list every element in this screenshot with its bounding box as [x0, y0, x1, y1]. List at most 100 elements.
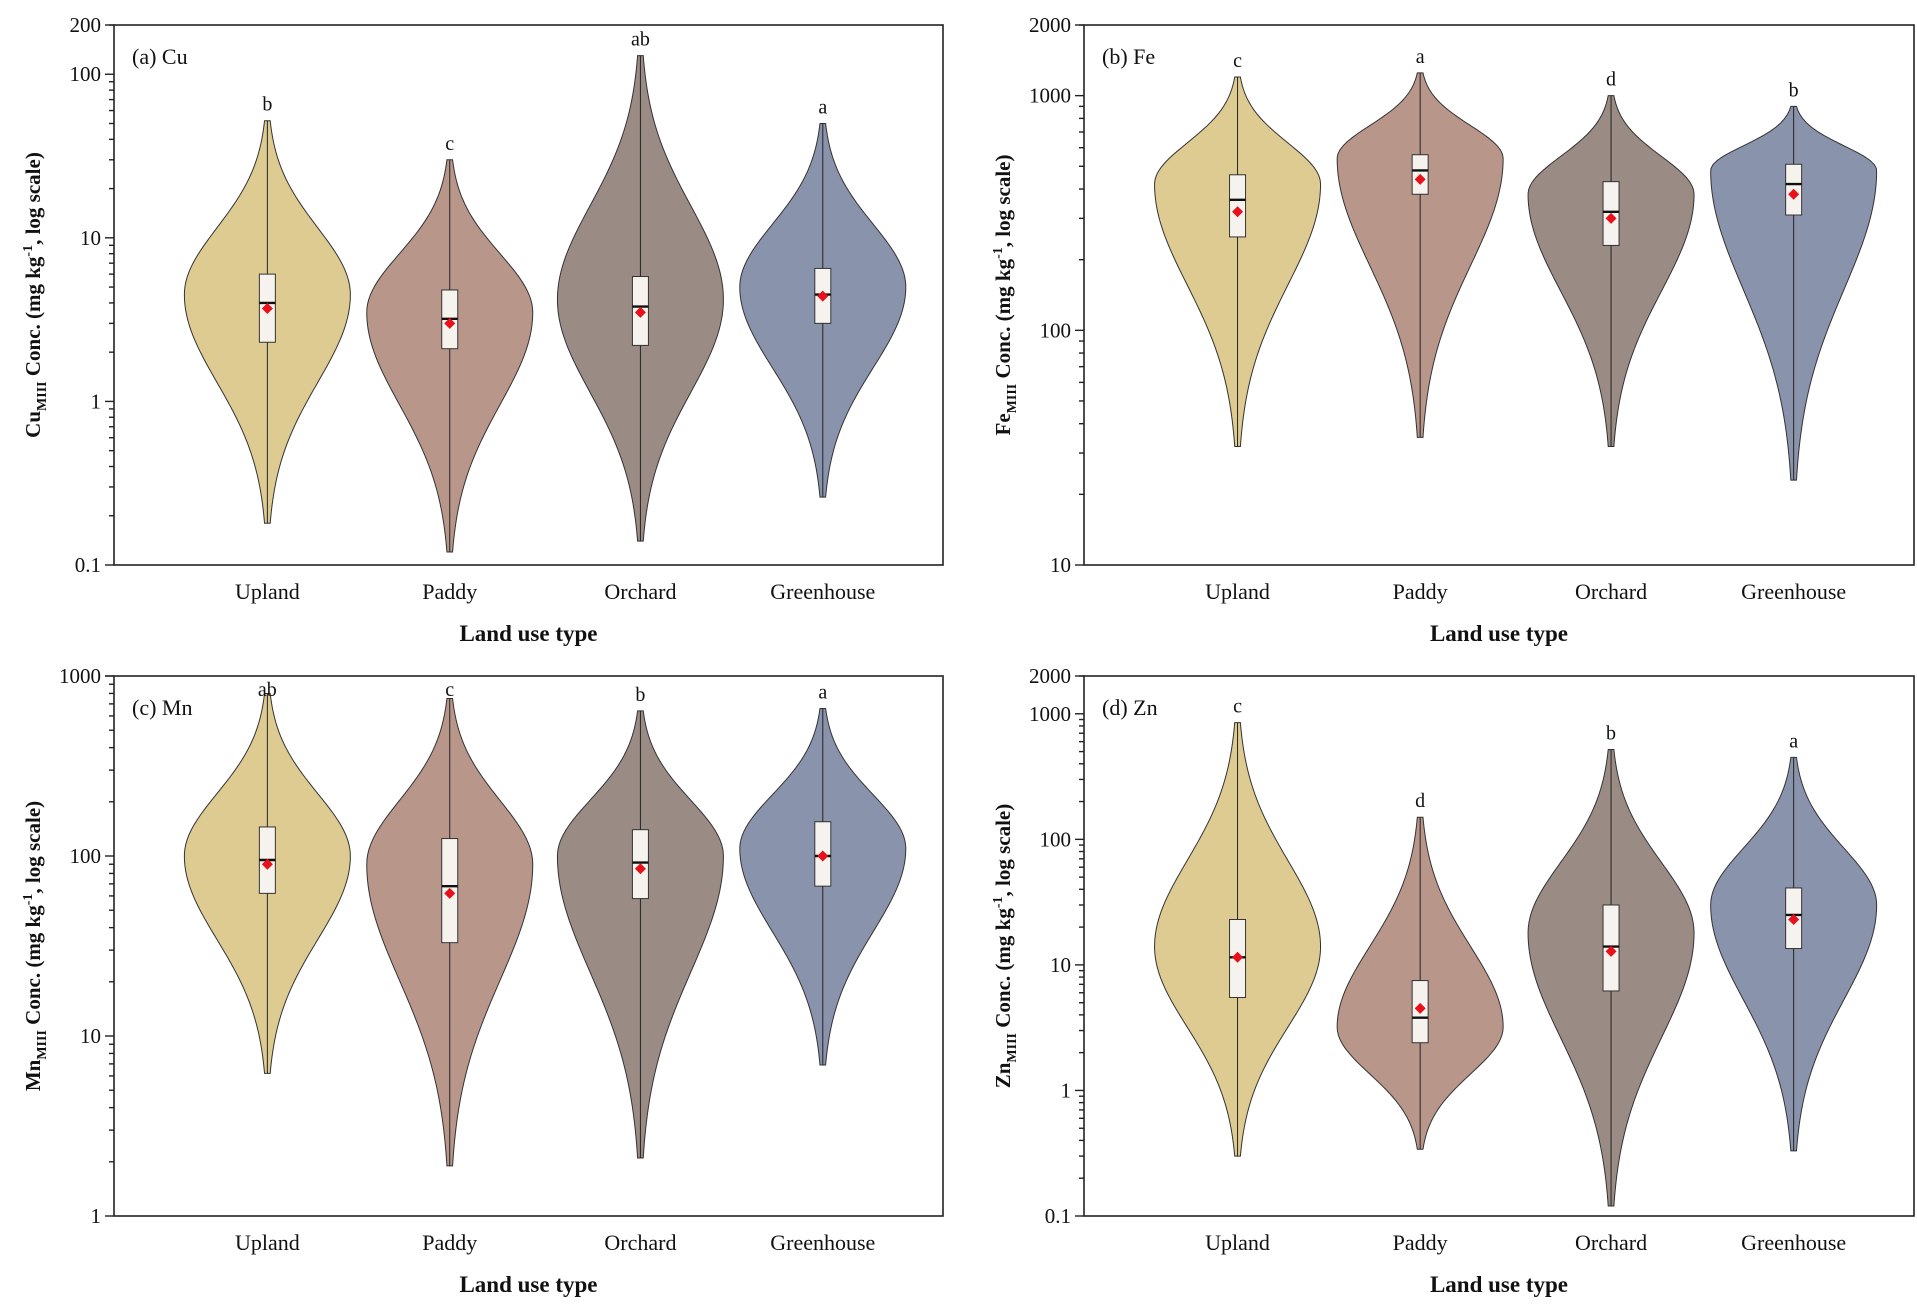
y-tick-label: 1000	[1029, 702, 1071, 726]
x-tick-label: Upland	[1205, 579, 1270, 604]
chart-panel-mn: 1 10 100 1000 (c) Mn MnMIII Conc. (mg kg-1, l…	[21, 664, 944, 1297]
x-axis-label: Land use type	[459, 1272, 597, 1297]
y-label-element: Cu	[21, 411, 45, 438]
x-tick-label: Greenhouse	[1741, 1230, 1846, 1255]
y-axis-label: FeMIII Conc. (mg kg-1, log scale)	[991, 155, 1020, 436]
x-axis-label: Land use type	[1430, 1272, 1568, 1297]
y-axis-label: ZnMIII Conc. (mg kg-1, log scale)	[991, 804, 1020, 1089]
y-tick-label: 0.1	[1045, 1204, 1071, 1228]
y-label-subscript: MIII	[35, 1030, 50, 1060]
mean-marker	[1414, 173, 1426, 185]
mean-marker	[634, 306, 646, 318]
y-tick-label: 10	[1050, 953, 1071, 977]
significance-letter: c	[1233, 50, 1242, 72]
x-tick-label: Paddy	[1393, 579, 1448, 604]
iqr-box	[1229, 174, 1247, 238]
y-tick-label: 10	[80, 1024, 101, 1048]
mean-marker	[1414, 1002, 1426, 1014]
y-tick-label: 100	[1040, 827, 1072, 851]
chart-panel-fe: 10 100 1000 2000 (b) Fe FeMIII Conc. (mg kg-1…	[991, 13, 1915, 646]
significance-letter: a	[1789, 730, 1798, 752]
x-tick-label: Paddy	[422, 579, 477, 604]
significance-letter: c	[445, 133, 454, 155]
mean-marker	[1605, 945, 1617, 957]
y-tick-label: 200	[70, 13, 102, 37]
significance-letter: ab	[631, 29, 650, 51]
y-label-unit: Conc. (mg kg	[991, 908, 1015, 1033]
plot-frame	[113, 675, 944, 1217]
x-tick-label: Orchard	[604, 1230, 676, 1255]
significance-letter: c	[445, 679, 454, 701]
y-tick-label: 100	[1040, 318, 1072, 342]
panel-label: (d) Zn	[1102, 695, 1158, 720]
y-label-element: Zn	[991, 1062, 1015, 1088]
y-axis-label: MnMIII Conc. (mg kg-1, log scale)	[21, 801, 50, 1091]
significance-letter: b	[1606, 722, 1616, 744]
significance-letter: ab	[258, 679, 277, 701]
mean-marker	[444, 317, 456, 329]
y-label-superscript: -1	[21, 245, 36, 257]
mean-marker	[1232, 206, 1244, 218]
plot-frame	[113, 24, 944, 566]
y-label-subscript: MIII	[1005, 384, 1020, 414]
y-label-end: , log scale)	[21, 801, 45, 894]
x-tick-label: Upland	[1205, 1230, 1270, 1255]
y-tick-label: 1000	[1029, 84, 1071, 108]
chart-panel-zn: 0.1 1 10 100 1000 2000 (d) Zn ZnMIII Conc. (mg …	[991, 664, 1915, 1297]
plot-frame	[1083, 675, 1915, 1217]
x-tick-label: Orchard	[1575, 1230, 1647, 1255]
mean-marker	[1232, 951, 1244, 963]
x-tick-label: Upland	[235, 579, 300, 604]
y-label-element: Mn	[21, 1059, 45, 1091]
significance-letter: a	[818, 96, 827, 118]
x-tick-label: Orchard	[1575, 579, 1647, 604]
y-tick-label: 10	[1050, 553, 1071, 577]
mean-marker	[634, 863, 646, 875]
y-axis-label: CuMIII Conc. (mg kg-1, log scale)	[21, 152, 50, 438]
x-axis-label: Land use type	[459, 621, 597, 646]
y-tick-label: 100	[70, 62, 102, 86]
significance-letter: d	[1415, 790, 1425, 812]
panel-label: (a) Cu	[132, 44, 188, 69]
y-tick-label: 1	[91, 1204, 102, 1228]
y-label-unit: Conc. (mg kg	[21, 256, 45, 381]
significance-letter: a	[1416, 46, 1425, 68]
y-tick-label: 2000	[1029, 664, 1071, 688]
mean-marker	[817, 290, 829, 302]
x-tick-label: Greenhouse	[770, 1230, 875, 1255]
x-tick-label: Orchard	[604, 579, 676, 604]
mean-marker	[1605, 212, 1617, 224]
mean-marker	[444, 887, 456, 899]
x-tick-label: Paddy	[1393, 1230, 1448, 1255]
y-label-end: , log scale)	[991, 804, 1015, 897]
y-label-end: , log scale)	[991, 155, 1015, 248]
y-label-superscript: -1	[991, 247, 1006, 259]
significance-letter: a	[818, 681, 827, 703]
y-tick-label: 10	[80, 226, 101, 250]
x-tick-label: Greenhouse	[1741, 579, 1846, 604]
significance-letter: c	[1233, 696, 1242, 718]
y-tick-label: 1	[1061, 1078, 1072, 1102]
mean-marker	[261, 302, 273, 314]
panel-label: (b) Fe	[1102, 44, 1155, 69]
y-label-subscript: MIII	[1005, 1033, 1020, 1063]
y-label-subscript: MIII	[35, 381, 50, 411]
significance-letter: b	[262, 94, 272, 116]
plot-frame	[1083, 24, 1915, 566]
x-tick-label: Paddy	[422, 1230, 477, 1255]
significance-letter: b	[1789, 79, 1799, 101]
chart-panel-cu: 0.1 1 10 100 200 (a) Cu CuMIII Conc. (mg kg-1,…	[21, 13, 944, 646]
mean-marker	[817, 850, 829, 862]
mean-marker	[261, 858, 273, 870]
y-label-end: , log scale)	[21, 152, 45, 245]
x-tick-label: Upland	[235, 1230, 300, 1255]
x-tick-label: Greenhouse	[770, 579, 875, 604]
y-tick-label: 1000	[59, 664, 101, 688]
y-label-element: Fe	[991, 413, 1015, 435]
significance-letter: b	[635, 684, 645, 706]
y-tick-label: 0.1	[75, 553, 101, 577]
y-tick-label: 2000	[1029, 13, 1071, 37]
y-label-superscript: -1	[991, 896, 1006, 908]
y-label-unit: Conc. (mg kg	[991, 258, 1015, 383]
